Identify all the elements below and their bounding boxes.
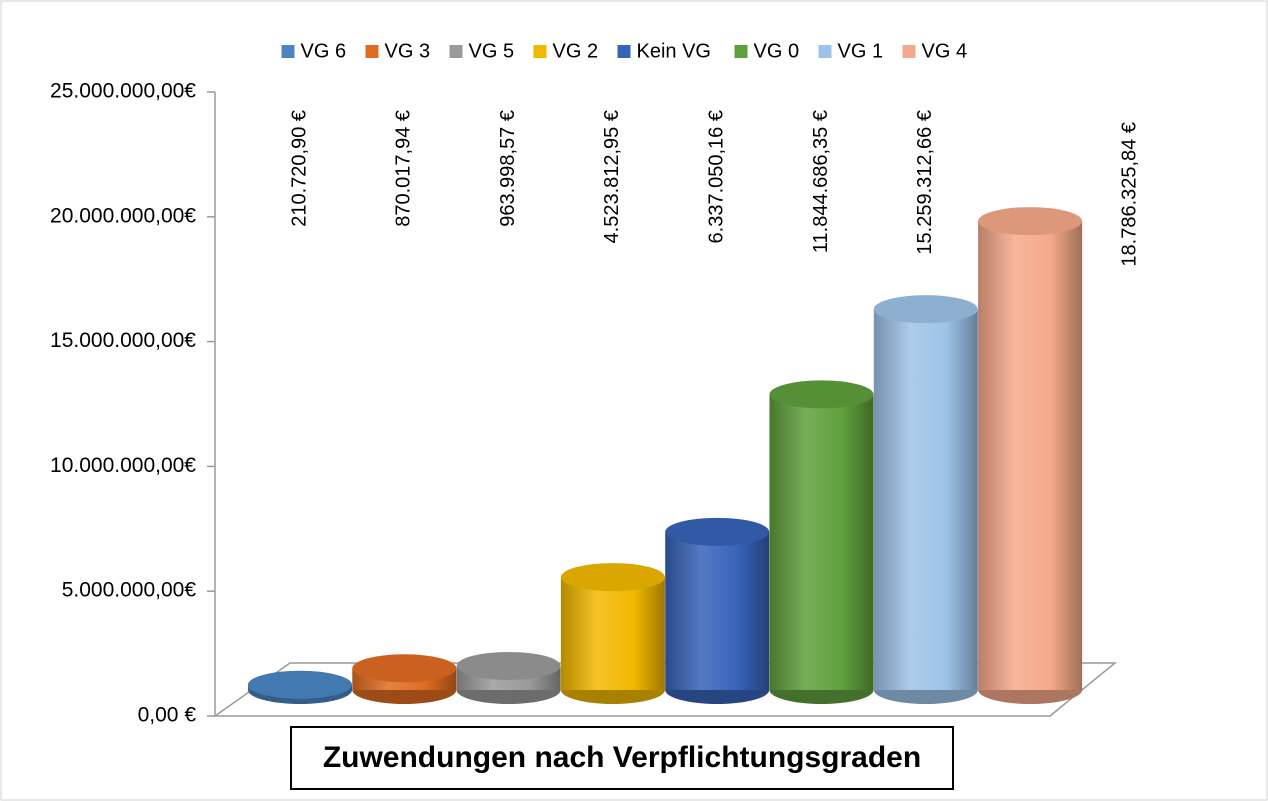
- cylinder-top: [873, 295, 978, 324]
- bar: [769, 394, 874, 690]
- value-label: 210.720,90 €: [288, 110, 310, 227]
- bar: [873, 309, 978, 690]
- value-label: 18.786.325,84 €: [1118, 122, 1140, 267]
- y-tick-label: 5.000.000,00€: [62, 579, 197, 602]
- value-label: 4.523.812,95 €: [601, 110, 623, 243]
- value-label: 15.259.312,66 €: [914, 110, 936, 255]
- legend-swatch: [365, 45, 379, 58]
- legend-swatch: [617, 45, 631, 58]
- value-label: 6.337.050,16 €: [705, 110, 727, 243]
- legend-swatch: [902, 45, 916, 58]
- legend-label: VG 1: [838, 40, 884, 62]
- y-tick-label: 10.000.000,00€: [50, 454, 196, 477]
- value-label: 870.017,94 €: [393, 110, 415, 227]
- cylinder-top: [769, 380, 874, 409]
- value-label: 11.844.686,35 €: [810, 110, 832, 253]
- cylinder-top: [978, 207, 1083, 236]
- legend-label: VG 3: [385, 40, 431, 62]
- y-tick-label: 0,00 €: [138, 704, 197, 727]
- cylinder-top: [248, 670, 352, 699]
- cylinder-top: [665, 517, 770, 546]
- y-tick-label: 20.000.000,00€: [50, 204, 196, 227]
- legend-label: VG 2: [553, 40, 599, 62]
- legend-label: Kein VG: [637, 40, 711, 62]
- legend-label: VG 0: [754, 40, 800, 62]
- cylinder-top: [456, 651, 561, 680]
- legend-label: VG 6: [301, 40, 347, 62]
- legend-label: VG 5: [469, 40, 515, 62]
- cylinder-top: [560, 563, 665, 592]
- legend-swatch: [281, 45, 295, 58]
- legend-swatch: [818, 45, 832, 58]
- legend-swatch: [449, 45, 463, 58]
- y-tick-label: 25.000.000,00€: [50, 80, 196, 103]
- bar: [978, 221, 1083, 690]
- cylinder-top: [352, 654, 457, 683]
- y-tick-label: 15.000.000,00€: [50, 329, 196, 352]
- legend-swatch: [734, 45, 748, 58]
- title-box: [290, 726, 954, 790]
- chart-title: Zuwendungen nach Verpflichtungsgraden: [323, 741, 921, 774]
- legend-label: VG 4: [922, 40, 968, 62]
- bar: [665, 531, 770, 690]
- legend-swatch: [533, 45, 547, 58]
- value-label: 963.998,57 €: [497, 110, 519, 227]
- bar: [560, 577, 665, 690]
